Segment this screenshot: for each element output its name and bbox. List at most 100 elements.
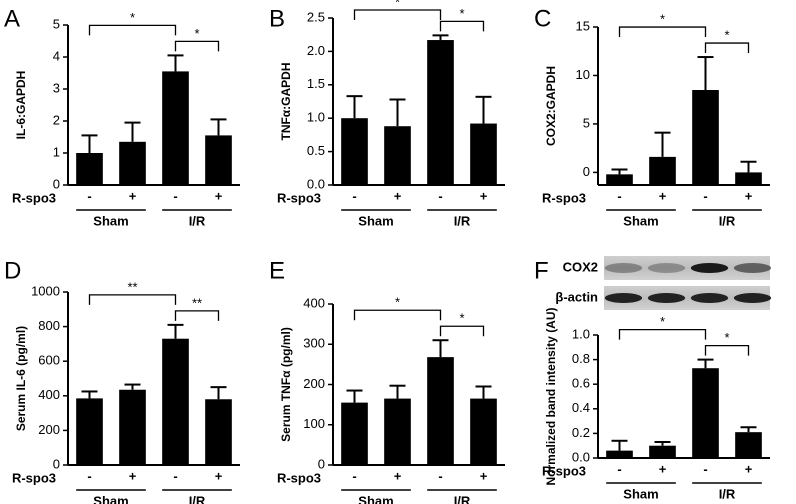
y-tick-label: 0 [53,456,60,471]
bar [205,399,232,465]
x-tick-label: + [659,461,667,476]
significance-bracket [439,20,485,32]
y-tick-label: 0.2 [572,425,590,440]
significance-label: * [194,26,199,41]
y-tick-label: 800 [38,318,60,333]
significance-bracket [88,24,177,36]
significance-bracket [353,9,442,20]
bar [427,357,454,465]
y-tick-label: 10 [576,67,590,82]
y-axis-label: Normalized band intensity (AU) [544,307,558,485]
panel-letter: D [4,257,21,284]
y-tick-label: 3 [53,80,60,95]
x-tick-label: - [87,188,91,203]
bar [76,153,103,185]
bar [606,174,633,185]
x-tick-label: - [703,461,707,476]
x-tick-label: + [745,188,753,203]
y-tick-label: 0.0 [307,176,325,191]
panel-letter: F [534,257,549,284]
y-tick-label: 1000 [31,283,60,298]
y-axis-label: IL-6:GAPDH [14,71,28,140]
x-tick-label: + [394,188,402,203]
significance-label: ** [127,279,137,294]
y-tick-label: 0.6 [572,376,590,391]
x-tick-label: + [745,461,753,476]
y-tick-label: 2 [53,112,60,127]
significance-bracket [618,328,707,340]
significance-label: * [130,10,135,25]
y-tick-label: 400 [38,387,60,402]
bar [649,156,676,185]
y-tick-label: 300 [303,336,325,351]
y-tick-label: 400 [303,295,325,310]
bar [606,450,633,458]
blot-label: COX2 [563,259,598,274]
significance-bracket [704,344,750,356]
significance-bracket [704,42,750,54]
y-tick-label: 0 [318,456,325,471]
bar [162,338,189,465]
y-tick-label: 1.5 [307,76,325,91]
group-label: Sham [93,213,128,228]
group-label: I/R [454,213,471,228]
significance-label: * [724,330,729,345]
x-tick-label: + [129,188,137,203]
bar [735,172,762,185]
group-label: I/R [454,493,471,504]
x-tick-label: - [617,188,621,203]
y-axis-label: COX2:GAPDH [544,66,558,146]
bar [735,432,762,458]
y-axis-label: TNFα:GAPDH [279,62,293,140]
y-tick-label: 0.4 [572,400,590,415]
y-tick-label: 1.0 [572,326,590,341]
y-tick-label: 200 [303,376,325,391]
y-tick-label: 4 [53,48,60,63]
row-label: R-spo3 [542,463,586,478]
blot-band [604,293,643,303]
y-tick-label: 200 [38,422,60,437]
significance-label: ** [192,295,202,310]
x-tick-label: - [352,188,356,203]
x-tick-label: + [215,188,223,203]
group-label: Sham [623,213,658,228]
bar [692,368,719,458]
significance-label: * [395,0,400,9]
x-tick-label: - [173,188,177,203]
y-tick-label: 2.0 [307,43,325,58]
y-tick-label: 0 [583,164,590,179]
group-label: Sham [358,213,393,228]
group-label: I/R [189,493,206,504]
x-tick-label: + [394,468,402,483]
y-tick-label: 0.8 [572,351,590,366]
x-tick-label: + [480,188,488,203]
bar [119,141,146,185]
bar [341,402,368,465]
bar [384,398,411,465]
panel-letter: E [269,257,285,284]
bar [162,71,189,185]
y-tick-label: 0.5 [307,143,325,158]
bar [692,90,719,185]
row-label: R-spo3 [12,470,56,485]
panel-letter: A [4,5,20,32]
row-label: R-spo3 [12,190,56,205]
blot-band [647,263,686,273]
x-tick-label: - [87,468,91,483]
x-tick-label: - [438,188,442,203]
significance-label: * [395,295,400,310]
group-label: I/R [719,213,736,228]
x-tick-label: + [659,188,667,203]
bar [384,126,411,185]
row-label: R-spo3 [542,190,586,205]
x-tick-label: - [617,461,621,476]
group-label: Sham [623,486,658,501]
y-tick-label: 1.0 [307,110,325,125]
significance-bracket [88,294,177,305]
blot-label: β-actin [555,289,598,304]
significance-label: * [459,6,464,21]
x-tick-label: + [480,468,488,483]
bar [76,398,103,465]
group-label: I/R [719,486,736,501]
